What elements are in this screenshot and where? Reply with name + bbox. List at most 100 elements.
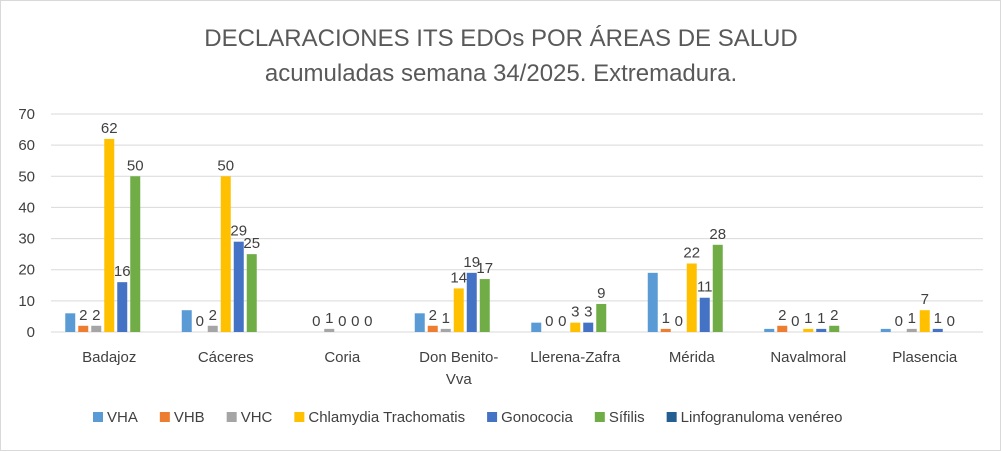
y-tick-label: 20 [18,262,35,279]
data-label: 0 [947,313,955,330]
y-tick-label: 40 [18,199,35,216]
data-label: 2 [778,307,786,324]
legend-item[interactable]: Gonococia [487,409,573,426]
legend-label: VHA [107,409,138,426]
data-label: 3 [584,304,592,321]
legend-item[interactable]: Chlamydia Trachomatis [294,409,465,426]
data-label: 0 [351,313,359,330]
bar [207,325,218,332]
data-label: 11 [697,279,713,296]
x-category-label: Plasencia [892,349,958,366]
y-tick-label: 70 [18,106,35,123]
bar [220,176,231,332]
data-label: 62 [101,120,118,137]
legend-swatch [159,412,170,422]
bar [906,328,917,332]
data-label: 7 [921,291,929,308]
bar [427,325,438,332]
data-label: 14 [450,269,467,286]
bar [104,138,115,332]
legend-label: VHB [174,409,205,426]
data-label: 0 [558,313,566,330]
data-label: 1 [934,310,942,327]
data-label: 50 [127,157,144,174]
y-tick-label: 10 [18,293,35,310]
data-label: 3 [571,304,579,321]
x-category-label: Cáceres [198,349,254,366]
data-label: 2 [209,307,217,324]
data-label: 0 [338,313,346,330]
bar [583,322,594,332]
bar [181,310,192,332]
x-axis-categories: Badajoz Cáceres Coria Don Benito- Vva Llerena… [82,349,958,388]
x-category-label: Coria [324,349,361,366]
legend-swatch [226,412,237,422]
legend-swatch [294,412,305,422]
bar [531,322,542,332]
data-label: 1 [817,310,825,327]
y-tick-label: 50 [18,168,35,185]
data-label: 16 [114,263,131,280]
bar [919,310,930,332]
bar [91,325,102,332]
data-label: 2 [79,307,87,324]
bar [712,244,723,332]
bar [65,313,76,332]
data-label: 25 [243,235,260,252]
bar [479,279,490,332]
y-tick-label: 30 [18,231,35,248]
bar [647,272,658,332]
data-label: 2 [429,307,437,324]
legend-swatch [93,412,103,422]
legend-item[interactable]: VHC [226,409,273,426]
bars [65,138,943,332]
data-label: 17 [476,260,493,277]
bar [246,254,257,332]
legend-label: Gonococia [501,409,573,426]
bar [570,322,581,332]
bar [829,325,840,332]
x-category-label: Navalmoral [770,349,846,366]
y-axis-ticks: 0 10 20 30 40 50 60 70 [18,106,35,341]
data-label: 29 [230,223,247,240]
bar [466,272,477,332]
legend-item[interactable]: VHB [159,409,205,426]
legend[interactable]: VHA VHB VHC Chlamydia Trachomatis Gonococia S… [93,409,842,426]
legend-label: Chlamydia Trachomatis [308,409,465,426]
bar [596,303,607,332]
x-category-label: Don Benito- [419,349,498,366]
legend-item[interactable]: Sífilis [594,409,645,426]
data-label: 0 [312,313,320,330]
data-label: 1 [908,310,916,327]
data-label: 1 [662,310,670,327]
x-category-label: Vva [446,371,473,388]
bar [764,328,775,332]
bar [932,328,943,332]
legend-label: VHC [241,409,273,426]
y-tick-label: 60 [18,137,35,154]
legend-item[interactable]: VHA [93,409,138,426]
bar [660,328,671,332]
data-label: 9 [597,285,605,302]
data-label: 19 [463,254,480,271]
data-label: 0 [364,313,372,330]
data-label: 0 [791,313,799,330]
bar [816,328,827,332]
bar [803,328,814,332]
x-category-label: Mérida [669,349,716,366]
chart-title-line: DECLARACIONES ITS EDOs POR ÁREAS DE SALU… [204,25,797,52]
y-tick-label: 0 [27,324,35,341]
data-label: 50 [217,157,234,174]
legend-item[interactable]: Linfogranuloma venéreo [666,409,843,426]
bar [880,328,891,332]
chart-title: DECLARACIONES ITS EDOs POR ÁREAS DE SALU… [204,25,797,87]
legend-swatch [487,412,498,422]
legend-swatch [666,412,677,422]
bar [117,282,128,332]
bar [453,288,464,332]
data-label: 28 [709,226,726,243]
data-label: 1 [804,310,812,327]
data-label: 0 [196,313,204,330]
